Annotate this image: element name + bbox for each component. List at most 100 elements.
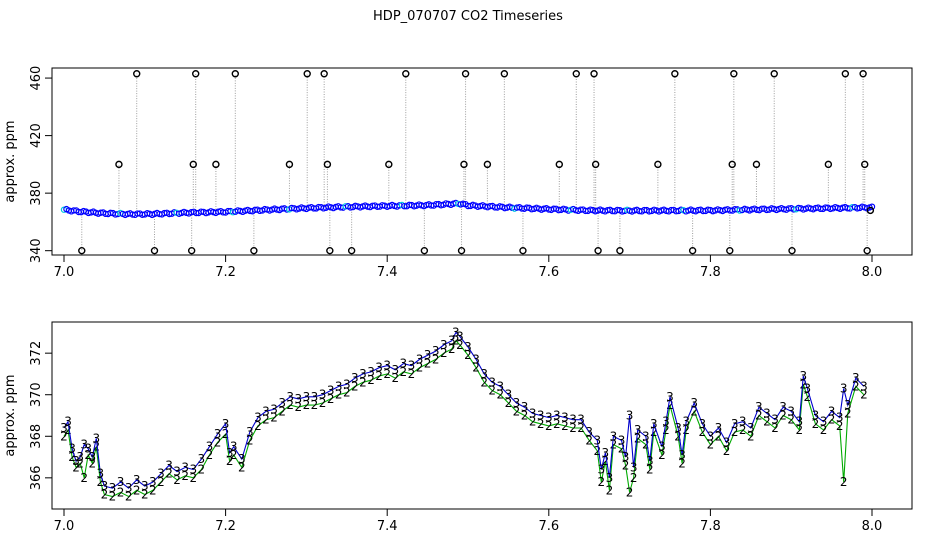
series-point-marker: 3 bbox=[622, 450, 630, 464]
series-point-marker: 3 bbox=[294, 392, 302, 406]
series-point-marker: 3 bbox=[133, 473, 141, 487]
y-tick-label: 380 bbox=[29, 181, 44, 206]
series-point-marker: 2 bbox=[480, 375, 488, 389]
x-tick-label: 7.4 bbox=[377, 265, 398, 280]
series-point-marker: 2 bbox=[488, 384, 496, 398]
series-point-marker: 3 bbox=[630, 460, 638, 474]
flagged-point bbox=[788, 246, 796, 255]
series-point-marker: 3 bbox=[383, 359, 391, 373]
series-point-marker: 2 bbox=[311, 398, 319, 412]
flagged-point bbox=[192, 70, 200, 78]
series-point-marker: 3 bbox=[125, 481, 133, 495]
series-point-marker: 2 bbox=[779, 409, 787, 423]
series-point-marker: 3 bbox=[230, 440, 238, 454]
series-point-marker: 3 bbox=[351, 371, 359, 385]
series-point-marker: 2 bbox=[577, 421, 585, 435]
flagged-point bbox=[150, 246, 159, 255]
series-point-marker: 3 bbox=[238, 452, 246, 466]
series-point-marker: 2 bbox=[101, 487, 109, 501]
series-point-marker: 2 bbox=[513, 404, 521, 418]
series-point-marker: 2 bbox=[606, 483, 614, 497]
series-point-marker: 2 bbox=[626, 485, 634, 499]
series-point-marker: 2 bbox=[723, 444, 731, 458]
y-tick-label: 366 bbox=[29, 465, 44, 490]
series-point-marker: 2 bbox=[181, 469, 189, 483]
series-point-marker: 3 bbox=[771, 413, 779, 427]
series-point-marker: 3 bbox=[723, 436, 731, 450]
series-point-marker: 2 bbox=[755, 409, 763, 423]
flagged-point bbox=[594, 246, 602, 255]
series-point-marker: 3 bbox=[391, 363, 399, 377]
series-point-marker: 2 bbox=[424, 357, 432, 371]
series-point-marker: 2 bbox=[585, 433, 593, 447]
series-point-marker: 3 bbox=[206, 440, 214, 454]
series-point-marker: 2 bbox=[72, 460, 80, 474]
y-tick-label: 420 bbox=[29, 123, 44, 148]
flagged-point bbox=[303, 70, 311, 78]
series-point-marker: 3 bbox=[464, 340, 472, 354]
series-line bbox=[63, 339, 865, 498]
flagged-point bbox=[285, 160, 294, 169]
flagged-point bbox=[616, 246, 624, 255]
series-point-marker: 3 bbox=[327, 384, 335, 398]
flagged-point bbox=[572, 70, 580, 78]
series-point-marker: 2 bbox=[828, 413, 836, 427]
series-point-marker: 2 bbox=[666, 398, 674, 412]
series-point-marker: 3 bbox=[343, 377, 351, 391]
series-point-marker: 2 bbox=[804, 390, 812, 404]
series-point-marker: 3 bbox=[262, 404, 270, 418]
series-point-marker: 2 bbox=[359, 375, 367, 389]
y-tick-label: 460 bbox=[29, 66, 44, 91]
x-tick-label: 7.2 bbox=[215, 519, 236, 534]
series-point-marker: 2 bbox=[521, 409, 529, 423]
series-point-marker: 2 bbox=[812, 417, 820, 431]
series-point-marker: 3 bbox=[650, 417, 658, 431]
series-point-marker: 2 bbox=[125, 490, 133, 504]
series-point-marker: 3 bbox=[505, 388, 513, 402]
series-point-marker: 2 bbox=[351, 379, 359, 393]
x-tick-label: 7.0 bbox=[54, 519, 75, 534]
series-point-marker: 3 bbox=[76, 450, 84, 464]
series-point-marker: 3 bbox=[286, 390, 294, 404]
series-point-marker: 3 bbox=[844, 398, 852, 412]
series-point-marker: 3 bbox=[787, 404, 795, 418]
x-tick-label: 7.8 bbox=[700, 519, 721, 534]
series-point-marker: 2 bbox=[852, 379, 860, 393]
series-point-marker: 2 bbox=[545, 419, 553, 433]
series-point-marker: 3 bbox=[820, 415, 828, 429]
series-point-marker: 3 bbox=[149, 475, 157, 489]
series-point-marker: 2 bbox=[553, 417, 561, 431]
series-point-marker: 2 bbox=[440, 346, 448, 360]
series-point-marker: 3 bbox=[739, 415, 747, 429]
series-point-marker: 2 bbox=[84, 448, 92, 462]
flagged-point bbox=[189, 160, 197, 169]
series-point-marker: 2 bbox=[496, 388, 504, 402]
series-point-marker: 3 bbox=[666, 390, 674, 404]
series-point-marker: 3 bbox=[88, 450, 96, 464]
series-point-marker: 3 bbox=[618, 433, 626, 447]
series-point-marker: 3 bbox=[860, 379, 868, 393]
flagged-point bbox=[726, 246, 734, 255]
series-point-marker: 3 bbox=[521, 400, 529, 414]
series-point-marker: 3 bbox=[593, 433, 601, 447]
series-point-marker: 3 bbox=[303, 390, 311, 404]
series-point-marker: 3 bbox=[214, 427, 222, 441]
series-point-marker: 2 bbox=[80, 471, 88, 485]
flagged-point bbox=[770, 70, 778, 78]
x-tick-label: 7.0 bbox=[54, 265, 75, 280]
series-point-marker: 3 bbox=[662, 415, 670, 429]
flagged-point bbox=[385, 160, 393, 169]
series-point-marker: 2 bbox=[133, 483, 141, 497]
series-point-marker: 3 bbox=[64, 415, 72, 429]
series-point-marker: 2 bbox=[658, 448, 666, 462]
series-point-marker: 3 bbox=[367, 365, 375, 379]
x-tick-label: 7.4 bbox=[377, 519, 398, 534]
series-point-marker: 3 bbox=[658, 440, 666, 454]
flagged-point bbox=[133, 70, 141, 78]
x-tick-label: 7.6 bbox=[538, 519, 559, 534]
series-point-marker: 2 bbox=[400, 365, 408, 379]
series-point-marker: 2 bbox=[452, 334, 460, 348]
series-point-marker: 3 bbox=[408, 359, 416, 373]
series-point-marker: 3 bbox=[222, 417, 230, 431]
series-point-marker: 2 bbox=[391, 371, 399, 385]
